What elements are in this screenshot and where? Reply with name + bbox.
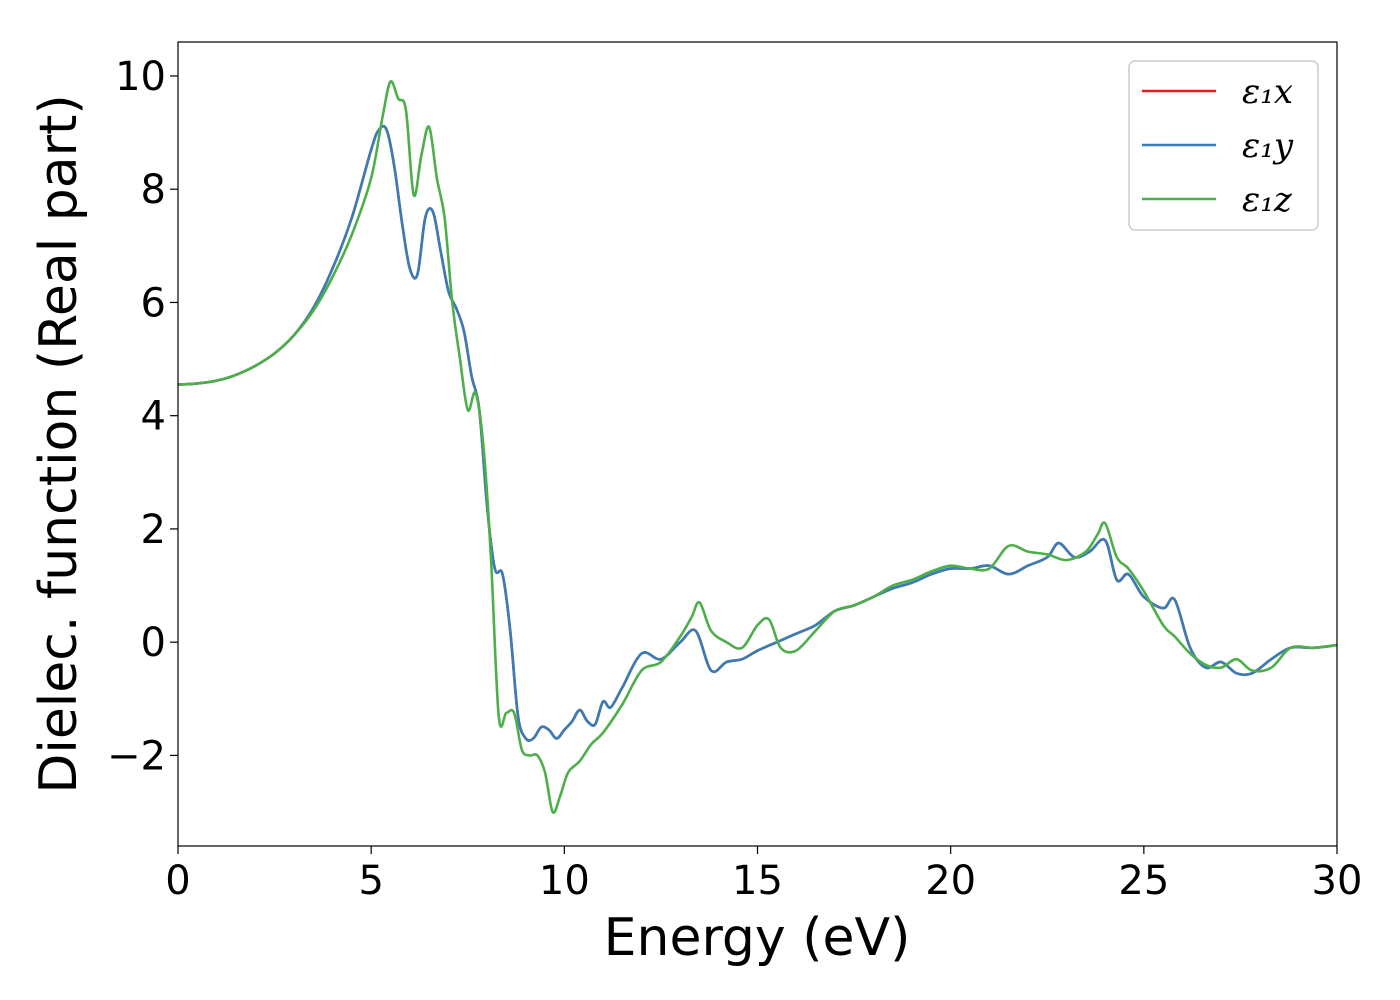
legend-box (1128, 60, 1319, 231)
x-tick-label: 25 (1118, 858, 1169, 904)
y-tick-label: 8 (141, 167, 166, 213)
plot-lines (177, 80, 1338, 814)
y-axis-ticks: −2 0 2 4 6 8 10 (107, 54, 178, 779)
series-line-2 (177, 124, 1338, 742)
y-tick-label: 10 (115, 54, 166, 100)
legend-label: ε₁x (1242, 72, 1293, 112)
x-tick-label: 15 (732, 858, 783, 904)
series-line-3 (177, 80, 1338, 814)
x-tick-label: 20 (925, 858, 976, 904)
y-tick-label: 0 (141, 620, 166, 666)
y-tick-label: −2 (107, 733, 166, 779)
x-tick-label: 0 (165, 858, 190, 904)
legend: ε₁x ε₁y ε₁z (1128, 60, 1319, 231)
x-axis-label: Energy (eV) (604, 908, 911, 968)
y-tick-label: 2 (141, 507, 166, 553)
x-axis-ticks: 0 5 10 15 20 25 30 (165, 846, 1362, 904)
legend-label: ε₁y (1242, 126, 1294, 166)
x-tick-label: 5 (358, 858, 383, 904)
x-tick-label: 10 (539, 858, 590, 904)
x-tick-label: 30 (1312, 858, 1363, 904)
legend-label: ε₁z (1242, 180, 1293, 220)
y-tick-label: 4 (141, 394, 166, 440)
y-tick-label: 6 (141, 280, 166, 326)
y-axis-label: Dielec. function (Real part) (29, 94, 89, 793)
